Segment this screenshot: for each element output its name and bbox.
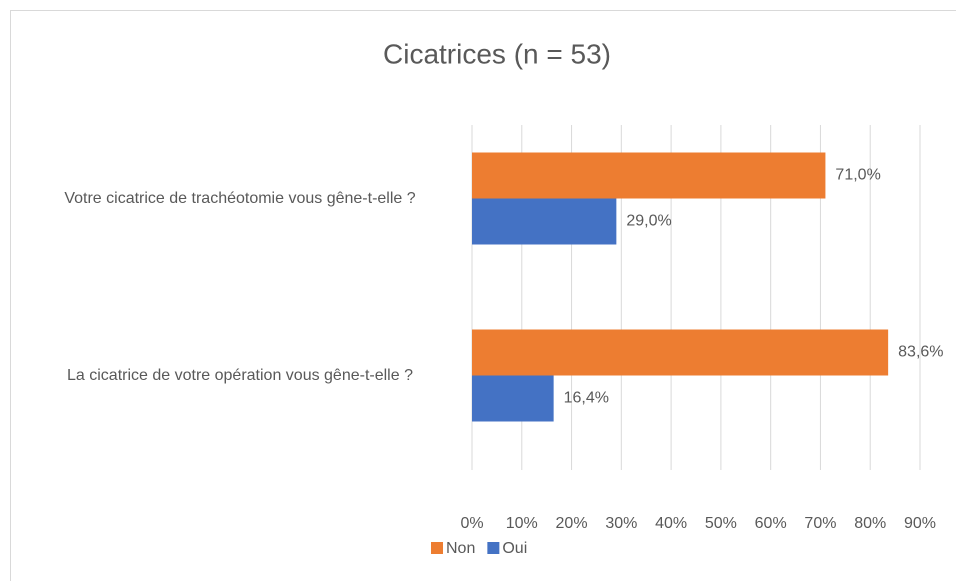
x-tick-label: 60% (755, 515, 787, 532)
bar (472, 198, 617, 245)
bar (472, 375, 554, 422)
data-label: 71,0% (835, 167, 880, 184)
x-tick-label: 40% (655, 515, 687, 532)
x-tick-label: 70% (804, 515, 836, 532)
legend-swatch (431, 542, 443, 554)
chart-title: Cicatrices (n = 53) (383, 38, 611, 69)
chart-border (10, 10, 956, 581)
bar (472, 329, 889, 376)
bar (472, 152, 826, 199)
legend-swatch (487, 542, 500, 554)
x-tick-label: 30% (605, 515, 637, 532)
x-tick-label: 90% (904, 515, 936, 532)
data-label: 29,0% (626, 213, 671, 230)
y-tick-label: Votre cicatrice de trachéotomie vous gên… (64, 189, 416, 207)
x-tick-label: 50% (705, 515, 737, 532)
x-tick-label: 0% (460, 515, 483, 532)
x-tick-label: 80% (854, 515, 886, 532)
x-tick-label: 20% (556, 515, 588, 532)
legend-label: Non (446, 540, 475, 557)
legend-label: Oui (502, 540, 527, 557)
y-tick-label: La cicatrice de votre opération vous gên… (67, 366, 413, 384)
x-tick-label: 10% (506, 515, 538, 532)
data-label: 83,6% (898, 344, 943, 361)
data-label: 16,4% (564, 390, 609, 407)
